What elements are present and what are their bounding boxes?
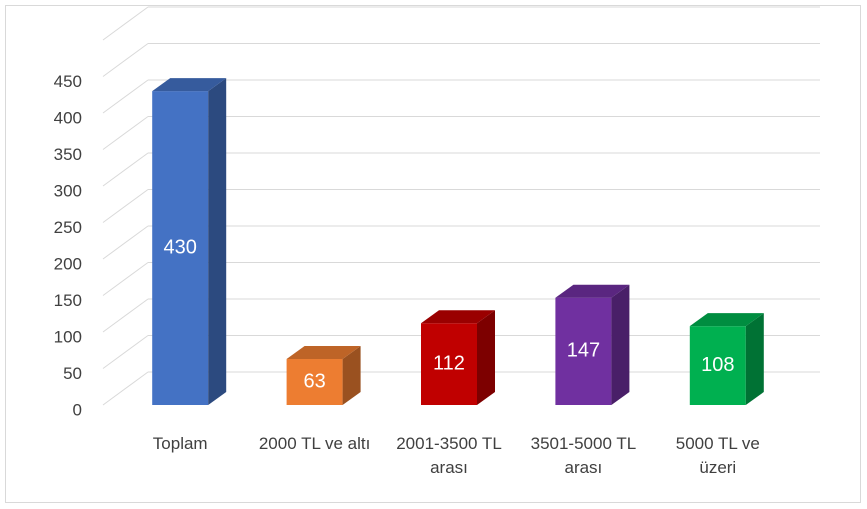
y-tick-label: 150: [54, 291, 82, 310]
bar: [555, 297, 612, 405]
grid-line: [102, 371, 149, 406]
bar-top: [555, 284, 630, 298]
y-tick-label: 50: [63, 364, 82, 383]
frame: [5, 5, 861, 503]
value-label: 108: [701, 354, 734, 376]
y-tick-label: 450: [54, 72, 82, 91]
value-label: 147: [567, 340, 600, 362]
value-label: 63: [303, 370, 325, 392]
bar-side: [611, 284, 630, 405]
value-label: 112: [433, 352, 465, 374]
bar-top: [152, 78, 227, 92]
bar-top: [286, 346, 361, 360]
bar-side: [342, 346, 361, 405]
bar-top: [689, 313, 764, 327]
y-tick-label: 100: [54, 327, 82, 346]
bar-side: [745, 313, 764, 405]
grid-line: [102, 79, 149, 114]
grid-line: [102, 335, 149, 369]
grid-line: [102, 116, 149, 150]
x-tick-label: 2000 TL ve altı: [258, 434, 371, 453]
x-tick-label: 3501-5000 TL arası: [530, 434, 637, 477]
y-tick-label: 400: [54, 108, 82, 127]
x-tick-label: 2001-3500 TL arası: [396, 434, 502, 477]
grid-line: [102, 152, 149, 187]
x-tick-label: 5000 TL ve üzeri: [675, 434, 760, 477]
grid-line: [102, 43, 149, 77]
bar-top: [421, 310, 495, 324]
grid-line: [102, 189, 149, 223]
bar: [286, 359, 343, 405]
grid-line: [102, 298, 149, 333]
y-tick-label: 300: [54, 181, 82, 200]
x-tick-label: Toplam: [152, 434, 208, 453]
bar-side: [208, 78, 227, 405]
bar: [421, 323, 477, 405]
y-tick-label: 350: [54, 145, 82, 164]
y-tick-label: 0: [73, 400, 82, 419]
bar: [689, 326, 746, 405]
grid-line: [102, 6, 149, 41]
grid-line: [102, 225, 149, 260]
value-label: 430: [164, 236, 197, 258]
grid-line: [102, 262, 149, 296]
y-tick-label: 200: [54, 254, 82, 273]
bar-side: [477, 310, 495, 405]
y-tick-label: 250: [54, 218, 82, 237]
bar: [152, 91, 209, 405]
